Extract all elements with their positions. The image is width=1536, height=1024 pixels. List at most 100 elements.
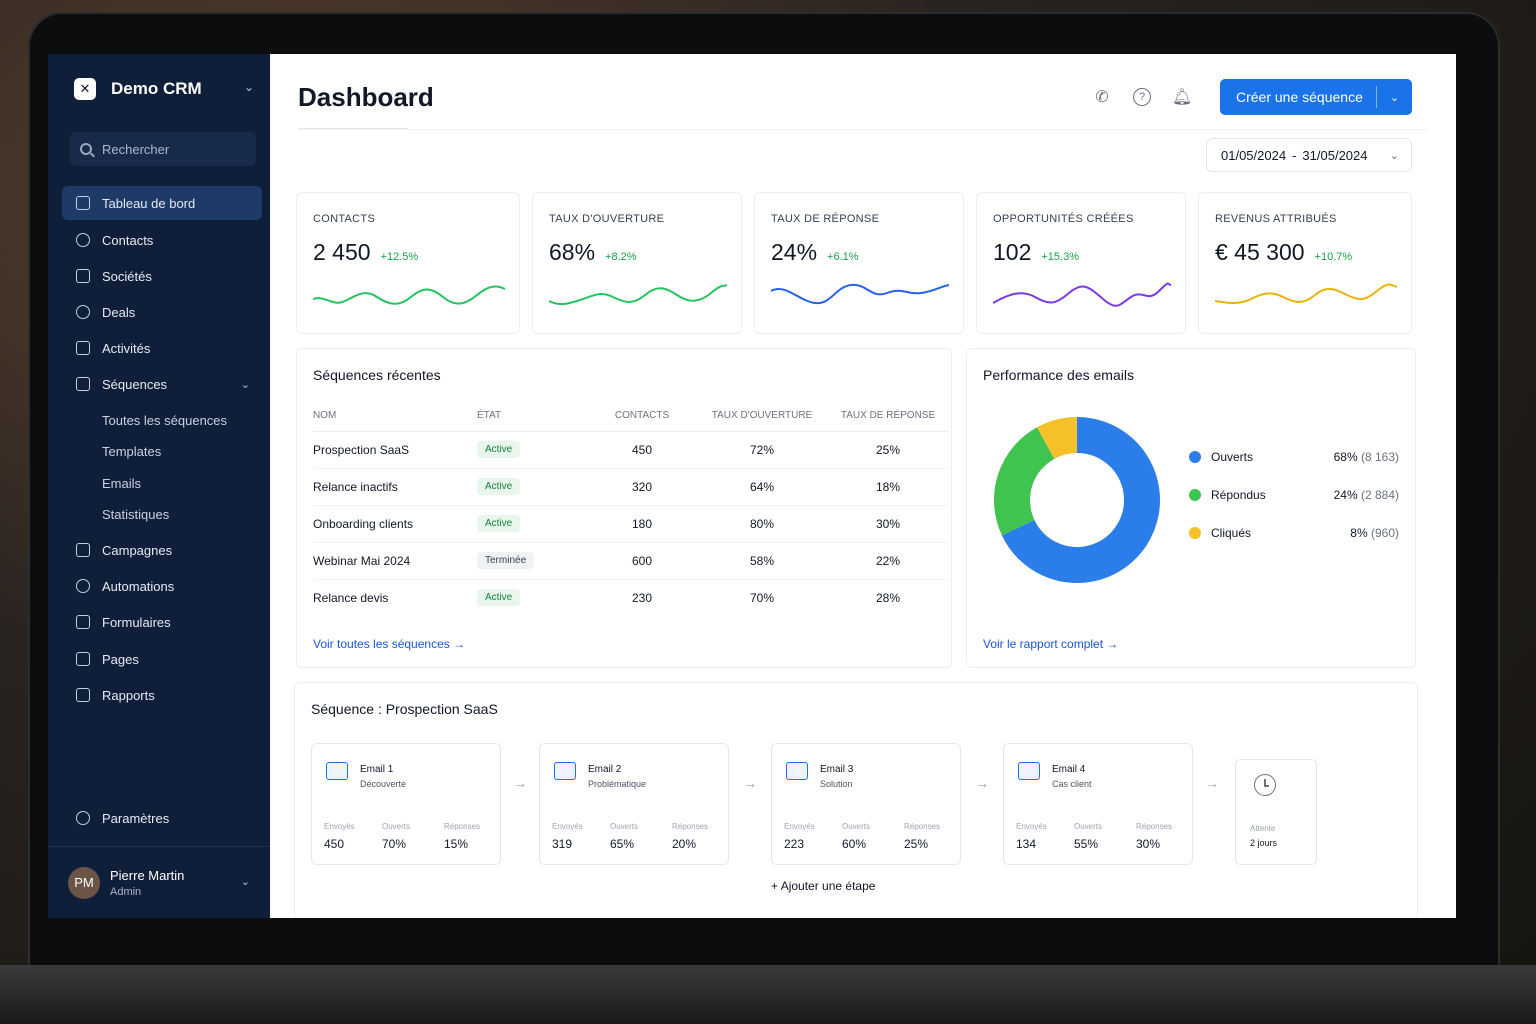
stat-value: 25% — [904, 837, 929, 851]
stat-label: Ouverts — [842, 822, 871, 831]
brand-switcher[interactable]: ✕ Demo CRM ⌄ — [74, 76, 254, 102]
stat-label: Ouverts — [1074, 822, 1103, 831]
table-row[interactable]: Relance inactifs Active 320 64% 18% — [313, 468, 949, 506]
column-header[interactable]: TAUX DE RÉPONSE — [827, 401, 949, 432]
legend-pct: 68% — [1333, 450, 1358, 464]
kpi-label: OPPORTUNITÉS CRÉÉES — [993, 213, 1134, 225]
clock-icon — [1254, 774, 1276, 796]
column-header[interactable]: ÉTAT — [477, 401, 587, 432]
kpi-delta: +10.7% — [1314, 251, 1353, 263]
table-row[interactable]: Onboarding clients Active 180 80% 30% — [313, 505, 949, 543]
sidebar-item-label: Pages — [102, 651, 139, 667]
chevron-down-icon[interactable]: ⌄ — [1389, 91, 1400, 104]
sidebar-item-reports[interactable]: Rapports — [62, 678, 262, 712]
section-title: Performance des emails — [983, 367, 1134, 383]
cell-contacts: 180 — [587, 505, 697, 543]
sidebar-item-deals[interactable]: Deals — [62, 295, 262, 329]
sequence-step-wait[interactable]: Attente 2 jours — [1235, 759, 1317, 865]
legend-pct: 24% — [1333, 488, 1358, 502]
sequence-icon — [76, 377, 90, 391]
date-end: 31/05/2024 — [1302, 147, 1368, 163]
sidebar-item-companies[interactable]: Sociétés — [62, 259, 262, 293]
table-row[interactable]: Prospection SaaS Active 450 72% 25% — [313, 431, 949, 469]
sidebar-item-label: Contacts — [102, 232, 154, 248]
table-row[interactable]: Webinar Mai 2024 Terminée 600 58% 22% — [313, 542, 949, 580]
wait-value: 2 jours — [1250, 838, 1278, 848]
sidebar-item-pages[interactable]: Pages — [62, 642, 262, 676]
sidebar-subitem-all-sequences[interactable]: Toutes les séquences — [102, 413, 228, 428]
sidebar-item-forms[interactable]: Formulaires — [62, 605, 262, 639]
sparkline-path — [993, 282, 1171, 307]
legend-dot — [1189, 527, 1201, 539]
stat-value: 55% — [1074, 837, 1099, 851]
sidebar-item-automations[interactable]: Automations — [62, 569, 262, 603]
cell-reply-rate: 28% — [875, 590, 901, 605]
view-all-sequences-link[interactable]: Voir toutes les séquences → — [313, 637, 465, 651]
link-label: Voir le rapport complet — [983, 637, 1104, 651]
user-menu[interactable]: PM Pierre Martin Admin ⌄ — [48, 846, 270, 918]
legend-label: Répondus — [1211, 488, 1266, 502]
arrow-right-icon: → — [1205, 775, 1219, 791]
sidebar-subitem-statistics[interactable]: Statistiques — [102, 507, 170, 522]
stat-label: Ouverts — [382, 822, 411, 831]
phone-icon[interactable]: ✆ — [1095, 89, 1109, 106]
column-header[interactable]: CONTACTS — [587, 401, 697, 432]
cell-contacts: 450 — [587, 431, 697, 469]
add-step-button[interactable]: + Ajouter une étape — [771, 879, 875, 893]
kpi-value: 68% — [549, 239, 596, 265]
cell-reply-rate: 18% — [827, 468, 949, 506]
sidebar-item-settings[interactable]: Paramètres — [62, 801, 262, 835]
date-range-picker[interactable]: 01/05/2024 - 31/05/2024 ⌄ — [1206, 138, 1412, 172]
avatar: PM — [68, 866, 100, 899]
sidebar-item-activities[interactable]: Activités — [62, 331, 262, 365]
sidebar-item-sequences[interactable]: Séquences ⌄ — [62, 367, 262, 401]
bell-icon[interactable]: 🔔︎ — [1171, 89, 1193, 106]
status-badge: Terminée — [477, 552, 535, 569]
view-full-report-link[interactable]: Voir le rapport complet → — [983, 637, 1118, 651]
chevron-down-icon: ⌄ — [240, 876, 250, 888]
column-header[interactable]: NOM — [313, 401, 477, 432]
sidebar-subitem-emails[interactable]: Emails — [102, 476, 142, 491]
document-icon — [786, 762, 808, 780]
sequence-step-email-4[interactable]: Email 4 Cas client Envoyés 134 Ouverts 55%… — [1003, 743, 1193, 865]
table-row[interactable]: Relance devis Active 230 70% 28% — [313, 579, 949, 616]
sequence-step-email-1[interactable]: Email 1 Découverte Envoyés 450 Ouverts 70%… — [311, 743, 501, 865]
column-header[interactable]: TAUX D'OUVERTURE — [697, 401, 827, 432]
mail-icon — [1018, 762, 1040, 780]
sidebar-item-label: Tableau de bord — [102, 195, 196, 211]
legend-item-replied: Répondus 24% (2 884) — [1189, 485, 1399, 505]
stat-label: Réponses — [672, 822, 709, 831]
sidebar-subitem-templates[interactable]: Templates — [102, 444, 162, 459]
building-icon — [76, 269, 90, 283]
step-subtitle: Découverte — [360, 779, 407, 789]
mail-icon — [554, 762, 576, 780]
search-input[interactable] — [102, 141, 242, 157]
kpi-label: TAUX DE RÉPONSE — [771, 213, 880, 225]
step-title: Email 2 — [588, 764, 622, 775]
cell-reply-rate: 30% — [827, 505, 949, 543]
sidebar-item-contacts[interactable]: Contacts — [62, 223, 262, 257]
email-performance-card: Performance des emails Ouverts 68% (8 16… — [966, 348, 1416, 668]
legend-count: (8 163) — [1360, 450, 1399, 464]
cell-reply-rate: 25% — [827, 431, 949, 469]
arrow-right-icon: → — [453, 637, 466, 651]
sidebar-item-dashboard[interactable]: Tableau de bord — [62, 186, 262, 220]
stat-value: 450 — [324, 837, 345, 851]
donut-slice-opened — [1001, 417, 1160, 583]
help-icon[interactable]: ? — [1133, 88, 1151, 106]
kpi-delta: +8.2% — [605, 251, 637, 263]
sidebar-item-label: Deals — [102, 304, 136, 320]
sidebar-item-campaigns[interactable]: Campagnes — [62, 533, 262, 567]
cell-open-rate: 58% — [697, 542, 827, 580]
create-sequence-button[interactable]: Créer une séquence ⌄ — [1220, 79, 1412, 115]
sequence-step-email-2[interactable]: Email 2 Problématique Envoyés 319 Ouverts… — [539, 743, 729, 865]
step-subtitle: Cas client — [1052, 779, 1092, 789]
arrow-right-icon: → — [1106, 637, 1119, 651]
send-icon — [76, 543, 90, 557]
cell-name: Onboarding clients — [313, 505, 477, 543]
kpi-label: TAUX D'OUVERTURE — [549, 213, 665, 225]
sidebar-item-label: Automations — [102, 578, 175, 594]
sequence-step-email-3[interactable]: Email 3 Solution Envoyés 223 Ouverts 60% R… — [771, 743, 961, 865]
kpi-delta: +12.5% — [380, 251, 419, 263]
stat-value: 134 — [1016, 837, 1037, 851]
